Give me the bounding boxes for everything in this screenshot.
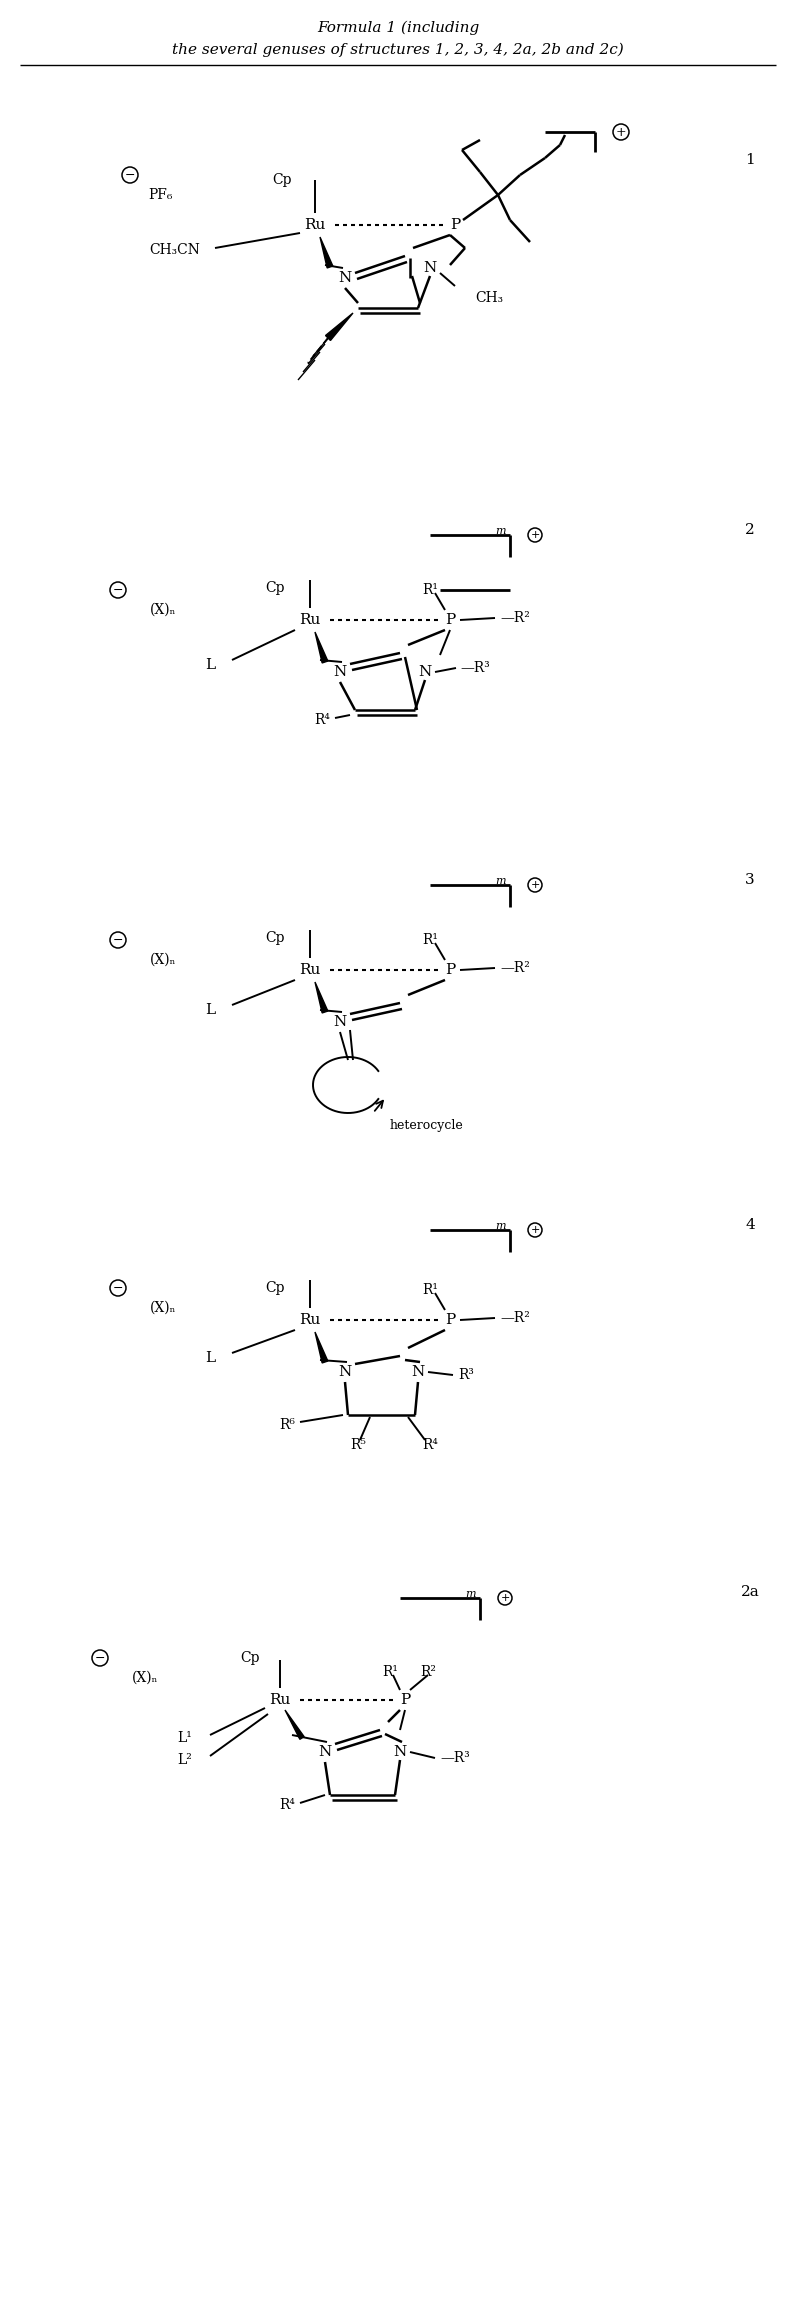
Text: −: − — [113, 933, 123, 947]
Text: m: m — [495, 875, 506, 887]
Text: N: N — [412, 1366, 424, 1379]
Text: N: N — [338, 1366, 352, 1379]
Polygon shape — [320, 237, 333, 267]
Text: −: − — [113, 1280, 123, 1294]
Text: 2a: 2a — [740, 1584, 759, 1598]
Text: N: N — [318, 1746, 332, 1759]
Text: —R³: —R³ — [460, 661, 490, 675]
Polygon shape — [315, 631, 328, 663]
Text: heterocycle: heterocycle — [390, 1119, 464, 1131]
Text: Formula 1 (including: Formula 1 (including — [317, 21, 479, 35]
Text: Ru: Ru — [304, 219, 326, 233]
Text: m: m — [466, 1589, 476, 1598]
Text: —R²: —R² — [500, 1310, 530, 1324]
Text: R¹: R¹ — [422, 933, 438, 947]
Text: Cp: Cp — [265, 930, 285, 944]
Text: (X)ₙ: (X)ₙ — [150, 1301, 177, 1315]
Text: +: + — [530, 880, 540, 889]
Text: m: m — [495, 525, 506, 537]
Text: Ru: Ru — [299, 963, 321, 976]
Text: 3: 3 — [745, 873, 755, 887]
Text: +: + — [501, 1594, 509, 1603]
Text: Cp: Cp — [265, 580, 285, 594]
Text: −: − — [95, 1651, 105, 1665]
Text: —R²: —R² — [500, 610, 530, 624]
Text: Cp: Cp — [240, 1651, 259, 1665]
Text: R³: R³ — [458, 1368, 474, 1382]
Text: P: P — [400, 1693, 410, 1707]
Text: +: + — [615, 124, 626, 138]
Text: +: + — [530, 1225, 540, 1234]
Text: N: N — [419, 666, 431, 679]
Text: Ru: Ru — [269, 1693, 291, 1707]
Text: R²: R² — [420, 1665, 436, 1679]
Polygon shape — [285, 1711, 304, 1739]
Text: (X)ₙ: (X)ₙ — [132, 1672, 158, 1686]
Text: R⁶: R⁶ — [279, 1419, 295, 1432]
Text: R¹: R¹ — [422, 583, 438, 596]
Text: Ru: Ru — [299, 1313, 321, 1327]
Text: Cp: Cp — [272, 173, 292, 187]
Text: R⁴: R⁴ — [422, 1437, 438, 1451]
Text: R⁵: R⁵ — [350, 1437, 366, 1451]
Text: L: L — [205, 659, 215, 672]
Text: P: P — [450, 219, 460, 233]
Text: P: P — [445, 963, 455, 976]
Text: R⁴: R⁴ — [279, 1799, 295, 1812]
Text: −: − — [113, 583, 123, 596]
Polygon shape — [315, 1331, 328, 1363]
Text: N: N — [334, 1016, 346, 1029]
Text: L¹: L¹ — [178, 1732, 192, 1746]
Text: 1: 1 — [745, 152, 755, 168]
Text: R¹: R¹ — [382, 1665, 398, 1679]
Text: −: − — [125, 168, 135, 182]
Text: (X)ₙ: (X)ₙ — [150, 603, 177, 617]
Text: —R²: —R² — [500, 960, 530, 974]
Text: Cp: Cp — [265, 1280, 285, 1294]
Text: —R³: —R³ — [440, 1750, 470, 1764]
Text: N: N — [423, 260, 437, 274]
Text: N: N — [338, 272, 352, 286]
Text: (X)ₙ: (X)ₙ — [150, 953, 177, 967]
Text: the several genuses of structures 1, 2, 3, 4, 2a, 2b and 2c): the several genuses of structures 1, 2, … — [172, 44, 624, 58]
Polygon shape — [315, 981, 328, 1013]
Text: L: L — [205, 1004, 215, 1018]
Text: CH₃: CH₃ — [475, 290, 503, 304]
Text: N: N — [393, 1746, 407, 1759]
Text: P: P — [445, 613, 455, 626]
Text: N: N — [334, 666, 346, 679]
Text: L²: L² — [178, 1753, 192, 1766]
Text: PF₆: PF₆ — [148, 189, 173, 203]
Text: +: + — [530, 530, 540, 539]
Text: 4: 4 — [745, 1218, 755, 1232]
Text: 2: 2 — [745, 523, 755, 537]
Text: Ru: Ru — [299, 613, 321, 626]
Text: L: L — [205, 1352, 215, 1366]
Text: R⁴: R⁴ — [314, 714, 330, 728]
Text: m: m — [495, 1221, 506, 1232]
Text: CH₃CN: CH₃CN — [149, 244, 200, 258]
Text: P: P — [445, 1313, 455, 1327]
Polygon shape — [326, 313, 353, 341]
Text: R¹: R¹ — [422, 1283, 438, 1297]
